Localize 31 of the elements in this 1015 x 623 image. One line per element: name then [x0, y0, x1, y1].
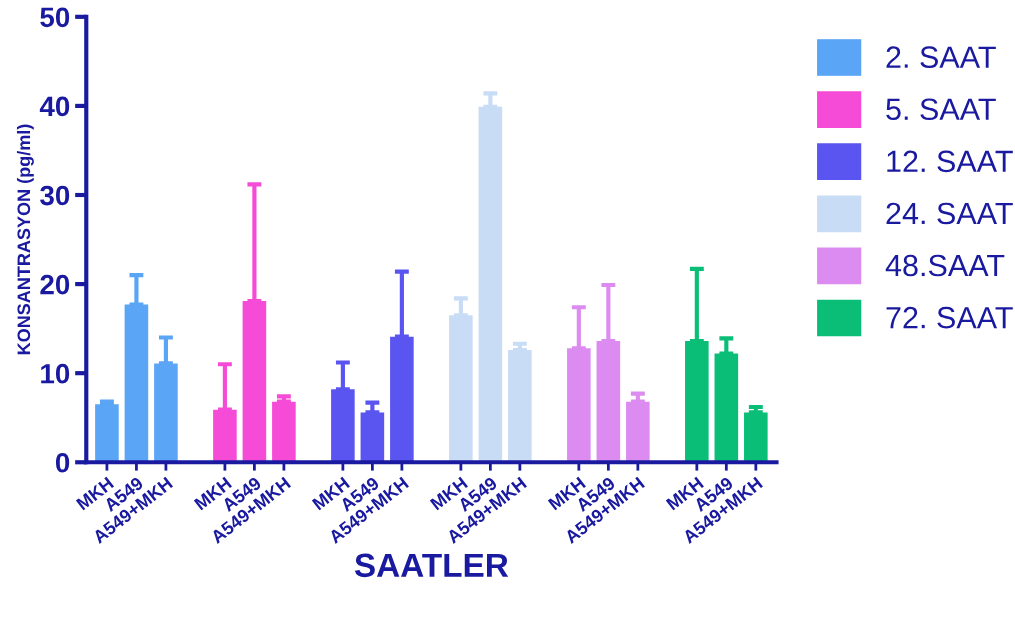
legend-label: 24. SAAT [886, 202, 1013, 225]
legend-label: 2. SAAT [886, 46, 996, 68]
x-axis-title: SAATLER [354, 553, 509, 578]
y-tick-label: 30 [40, 185, 70, 206]
legend-label: 72. SAAT [886, 306, 1013, 329]
bar [213, 409, 237, 463]
bar [508, 350, 532, 463]
bar [360, 412, 385, 463]
legend-label: 48.SAAT [885, 254, 1005, 277]
bar [331, 389, 355, 463]
y-axis-title: KONSANTRASYON (pg/ml) [16, 124, 34, 355]
y-tick-label: 10 [41, 363, 70, 384]
bar [449, 315, 473, 463]
bar [478, 106, 503, 463]
bar [626, 401, 650, 463]
y-tick-label: 50 [40, 7, 70, 28]
bar [567, 348, 591, 463]
y-tick-label: 40 [39, 96, 70, 117]
bar [390, 336, 414, 463]
y-tick-label: 20 [40, 274, 70, 295]
bar [124, 304, 149, 463]
bar [685, 341, 709, 463]
legend-label: 5. SAAT [886, 98, 996, 121]
bar [95, 404, 119, 463]
bar [242, 301, 267, 463]
bar [714, 353, 739, 463]
bar [744, 412, 768, 463]
bar [154, 363, 178, 463]
y-tick-label: 0 [55, 452, 70, 473]
legend-label: 12. SAAT [887, 150, 1013, 173]
bar [596, 341, 621, 463]
